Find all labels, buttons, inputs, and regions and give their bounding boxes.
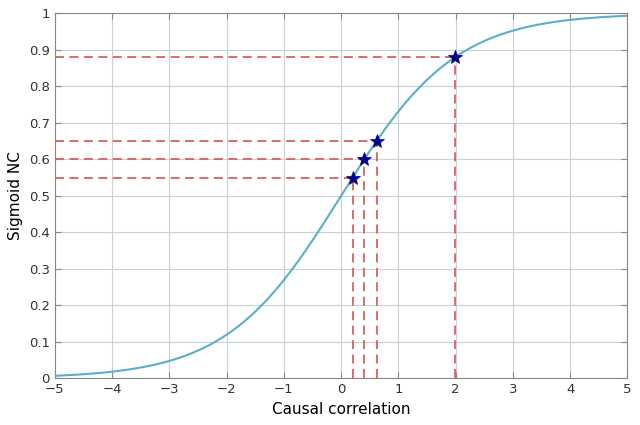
- Y-axis label: Sigmoid NC: Sigmoid NC: [8, 151, 23, 240]
- X-axis label: Causal correlation: Causal correlation: [272, 402, 410, 416]
